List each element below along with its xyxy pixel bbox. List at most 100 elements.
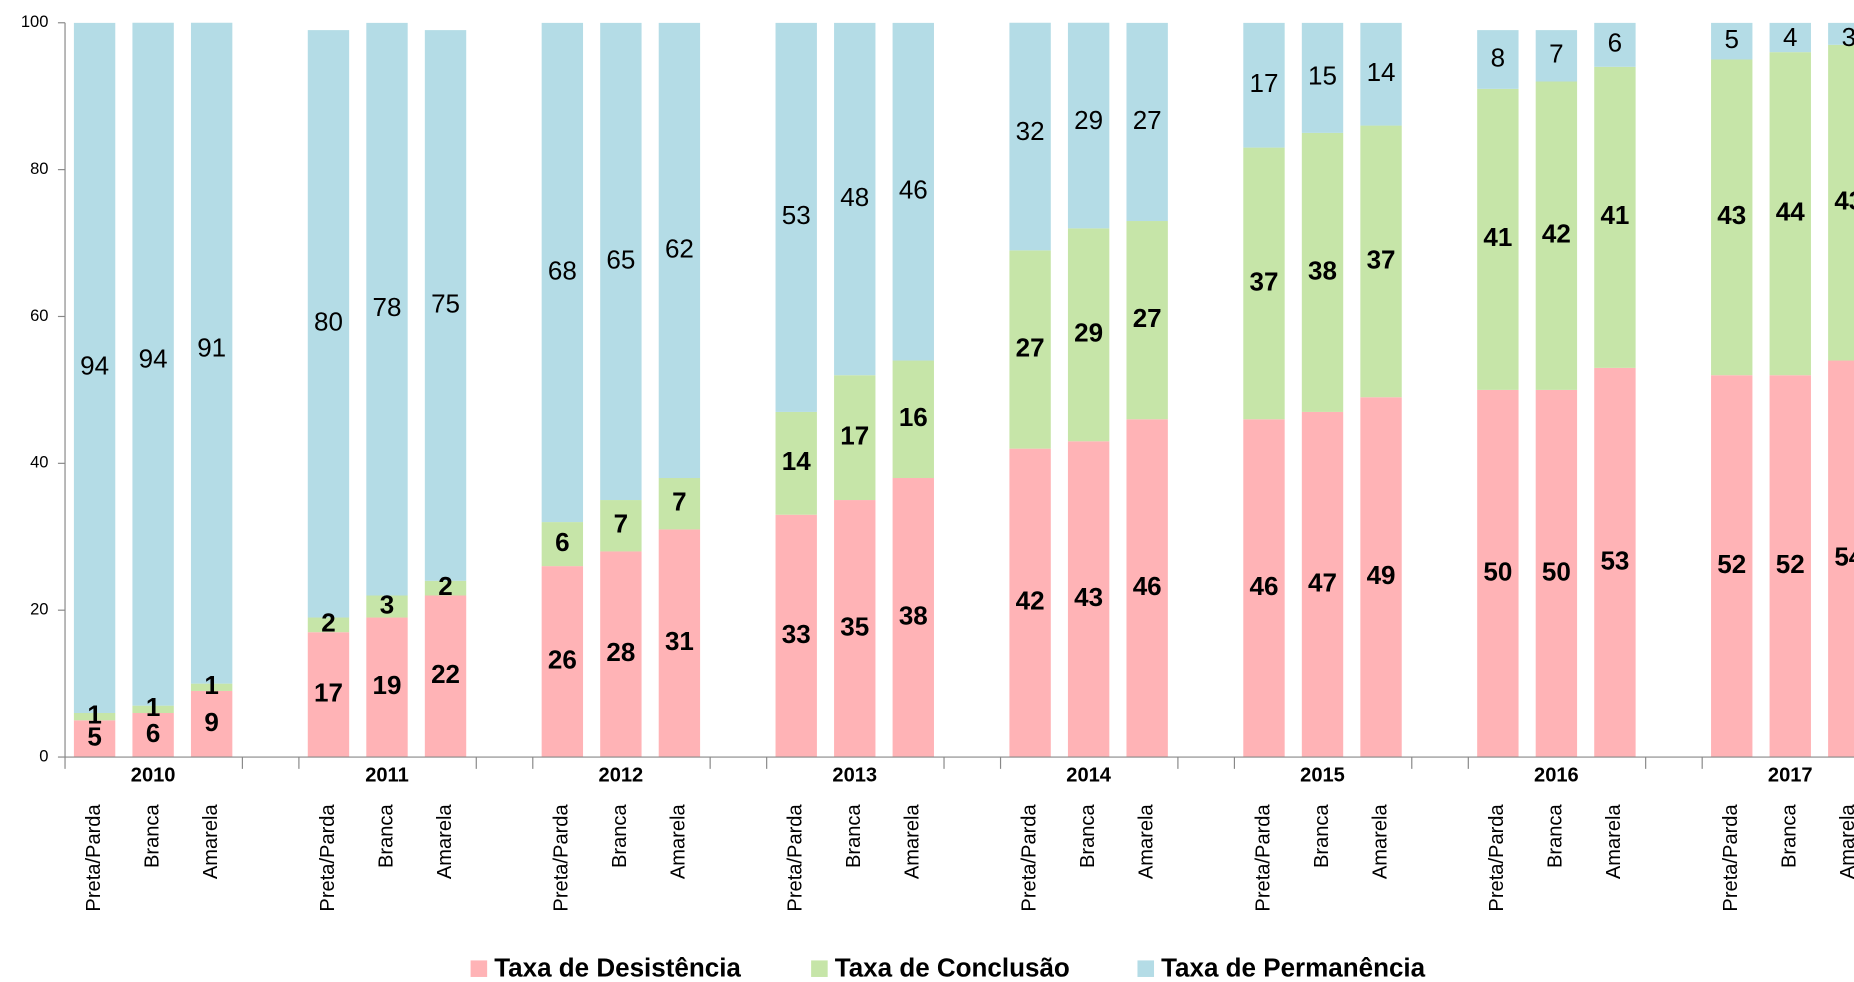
- bar-segment: [1243, 419, 1285, 758]
- bar-segment: [424, 595, 467, 758]
- bar-segment: [775, 22, 817, 412]
- bar-segment: [658, 478, 701, 530]
- data-label: 41: [1600, 200, 1629, 230]
- data-label: 17: [314, 678, 343, 708]
- bar-segment: [132, 22, 174, 706]
- bar-segment: [1711, 22, 1753, 60]
- data-label: 27: [1133, 105, 1162, 135]
- group-label: 2015: [1300, 764, 1345, 786]
- bar-segment: [73, 712, 116, 721]
- bar-segment: [307, 617, 350, 633]
- bar-segment: [834, 22, 876, 376]
- data-label: 5: [87, 722, 101, 752]
- bar-segment: [541, 22, 584, 523]
- data-label: 75: [431, 288, 460, 318]
- bar-segment: [1067, 228, 1110, 442]
- data-label: 35: [840, 611, 869, 641]
- group-label: 2011: [365, 764, 409, 786]
- y-tick-label: 40: [30, 453, 48, 472]
- bar-segment: [600, 551, 642, 758]
- bar-segment: [600, 22, 642, 501]
- data-label: 78: [373, 292, 402, 322]
- data-label: 32: [1016, 116, 1045, 146]
- x-tick-label: Preta/Parda: [1252, 804, 1274, 912]
- data-label: 27: [1133, 303, 1162, 333]
- x-tick-label: Branca: [141, 804, 163, 868]
- data-label: 17: [1250, 68, 1279, 98]
- data-label: 17: [840, 421, 869, 451]
- data-label: 16: [899, 402, 928, 432]
- legend-label: Taxa de Conclusão: [835, 953, 1070, 982]
- bar-segment: [73, 720, 116, 758]
- data-label: 37: [1367, 244, 1396, 274]
- data-label: 6: [555, 527, 569, 557]
- data-label: 52: [1717, 549, 1746, 579]
- bar-segment: [1067, 22, 1110, 229]
- data-label: 65: [606, 244, 635, 274]
- bar-segment: [1360, 22, 1402, 126]
- data-label: 8: [1491, 42, 1505, 72]
- data-label: 1: [204, 670, 218, 700]
- bar-segment: [541, 522, 584, 567]
- x-tick-label: Amarela: [434, 804, 456, 880]
- data-label: 42: [1016, 586, 1045, 616]
- x-tick-label: Amarela: [902, 804, 924, 880]
- bar-segment: [775, 514, 817, 758]
- x-tick-label: Amarela: [1837, 804, 1854, 880]
- bar-segment: [1711, 375, 1753, 758]
- bar-segment: [307, 632, 350, 758]
- bar-segment: [892, 360, 934, 479]
- y-tick-label: 100: [21, 12, 49, 31]
- bar-segment: [424, 30, 467, 581]
- data-label: 6: [1608, 28, 1622, 58]
- bar-segment: [1243, 147, 1285, 420]
- legend-swatch: [470, 960, 488, 977]
- bar-segment: [366, 617, 408, 758]
- bar-segment: [1301, 411, 1344, 758]
- bar-segment: [424, 580, 467, 596]
- x-tick-label: Amarela: [1603, 804, 1625, 880]
- x-tick-label: Branca: [1311, 804, 1333, 868]
- data-label: 43: [1717, 200, 1746, 230]
- bar-segment: [834, 500, 876, 758]
- data-label: 5: [1725, 24, 1739, 54]
- data-label: 48: [840, 182, 869, 212]
- data-label: 1: [146, 692, 160, 722]
- bar-segment: [132, 705, 174, 713]
- data-label: 91: [197, 332, 226, 362]
- bar-segment: [190, 690, 233, 758]
- bar-segment: [1828, 44, 1854, 361]
- bar-segment: [1535, 81, 1578, 390]
- bar-segment: [892, 22, 934, 361]
- x-tick-label: Preta/Parda: [1720, 804, 1742, 912]
- bar-segment: [1769, 52, 1811, 376]
- data-label: 26: [548, 644, 577, 674]
- x-tick-label: Preta/Parda: [83, 804, 105, 912]
- legend-label: Taxa de Permanência: [1161, 953, 1426, 982]
- bar-segment: [1126, 22, 1168, 222]
- data-label: 7: [1549, 39, 1563, 69]
- bar-segment: [658, 529, 701, 758]
- bar-segment: [366, 595, 408, 618]
- bar-segment: [1360, 397, 1402, 758]
- group-label: 2017: [1768, 764, 1813, 786]
- data-label: 44: [1776, 197, 1805, 227]
- bar-segment: [1009, 22, 1051, 251]
- data-label: 43: [1074, 582, 1103, 612]
- bar-segment: [1769, 375, 1811, 758]
- data-label: 9: [204, 707, 218, 737]
- data-label: 80: [314, 307, 343, 337]
- y-tick-label: 20: [30, 600, 48, 619]
- x-tick-label: Branca: [843, 804, 865, 868]
- bar-segment: [1067, 441, 1110, 758]
- bar-segment: [541, 566, 584, 758]
- x-tick-label: Preta/Parda: [1018, 804, 1040, 912]
- bar-segment: [600, 500, 642, 552]
- data-label: 14: [782, 446, 811, 476]
- data-label: 29: [1074, 318, 1103, 348]
- group-label: 2012: [599, 764, 644, 786]
- bar-segment: [366, 22, 408, 596]
- x-tick-label: Branca: [375, 804, 397, 868]
- bar-segment: [1769, 22, 1811, 53]
